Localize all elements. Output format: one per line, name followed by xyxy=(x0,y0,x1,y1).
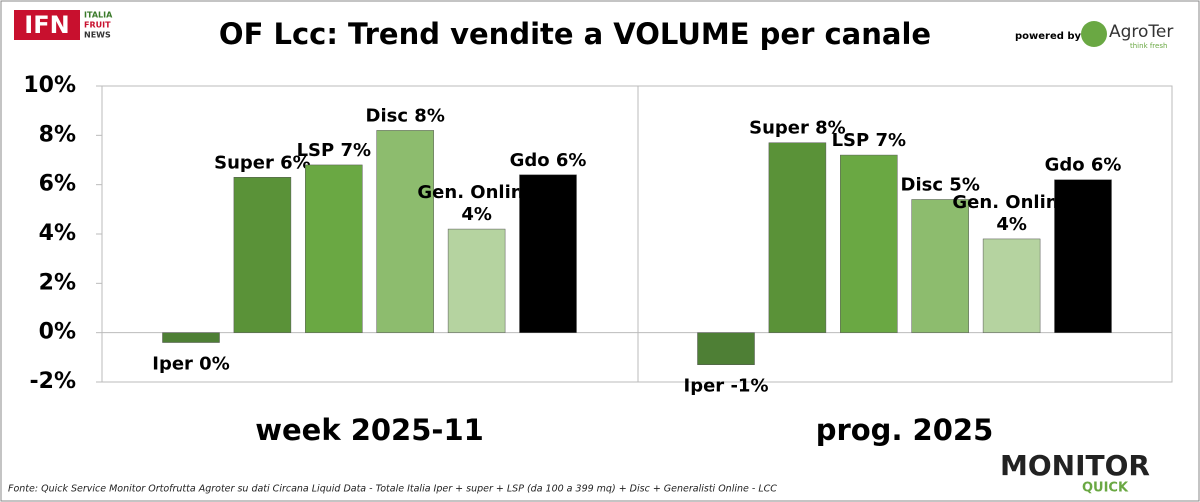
x-tick-label: prog. 2025 xyxy=(816,413,994,447)
bar xyxy=(1054,179,1112,333)
y-tick-label: 10% xyxy=(23,73,76,98)
data-label: Gdo 6% xyxy=(510,150,587,171)
brand: AgroTer xyxy=(1109,22,1173,42)
bar xyxy=(376,130,434,333)
bar xyxy=(768,142,827,333)
bar xyxy=(447,228,506,333)
y-tick-label: 6% xyxy=(39,172,76,197)
logo: IFN xyxy=(24,11,69,39)
powered-by: powered by xyxy=(1015,31,1082,42)
bar xyxy=(519,174,577,333)
x-tick-label: week 2025-11 xyxy=(255,413,484,447)
data-label: LSP 7% xyxy=(832,130,906,151)
logo-box xyxy=(14,10,80,40)
bar xyxy=(233,177,292,333)
data-label: Gen. Online 4% xyxy=(952,192,1070,235)
data-label: Super 6% xyxy=(214,152,311,173)
y-tick-label: 2% xyxy=(39,270,76,295)
bar xyxy=(305,164,363,333)
logo-sub: FRUIT xyxy=(84,21,111,30)
brand-icon xyxy=(1081,21,1107,47)
data-label: Iper 0% xyxy=(152,354,230,375)
source: Fonte: Quick Service Monitor Ortofrutta … xyxy=(8,484,777,495)
y-tick-label: 4% xyxy=(39,221,76,246)
bar xyxy=(911,199,969,333)
brand-tag: think fresh xyxy=(1130,42,1167,50)
data-label: LSP 7% xyxy=(297,140,371,161)
bar xyxy=(982,238,1041,333)
chart-title: OF Lcc: Trend vendite a VOLUME per canal… xyxy=(219,17,931,51)
data-label: Disc 8% xyxy=(366,105,445,126)
data-label: Gen. Online 4% xyxy=(417,182,535,225)
logo-sub: NEWS xyxy=(84,31,111,40)
logo-sub: ITALIA xyxy=(84,11,113,20)
quick-logo: QUICK xyxy=(1082,481,1129,496)
y-tick-label: 0% xyxy=(39,320,76,345)
y-tick-label: 8% xyxy=(39,122,76,147)
data-label: Super 8% xyxy=(749,118,846,139)
monitor-logo: MONITOR xyxy=(1000,449,1150,482)
bar xyxy=(840,154,898,333)
data-label: Iper -1% xyxy=(684,376,769,397)
bar xyxy=(162,332,220,343)
data-label: Disc 5% xyxy=(901,174,980,195)
data-label: Gdo 6% xyxy=(1045,155,1122,176)
bar xyxy=(697,332,755,365)
y-tick-label: -2% xyxy=(30,369,76,394)
